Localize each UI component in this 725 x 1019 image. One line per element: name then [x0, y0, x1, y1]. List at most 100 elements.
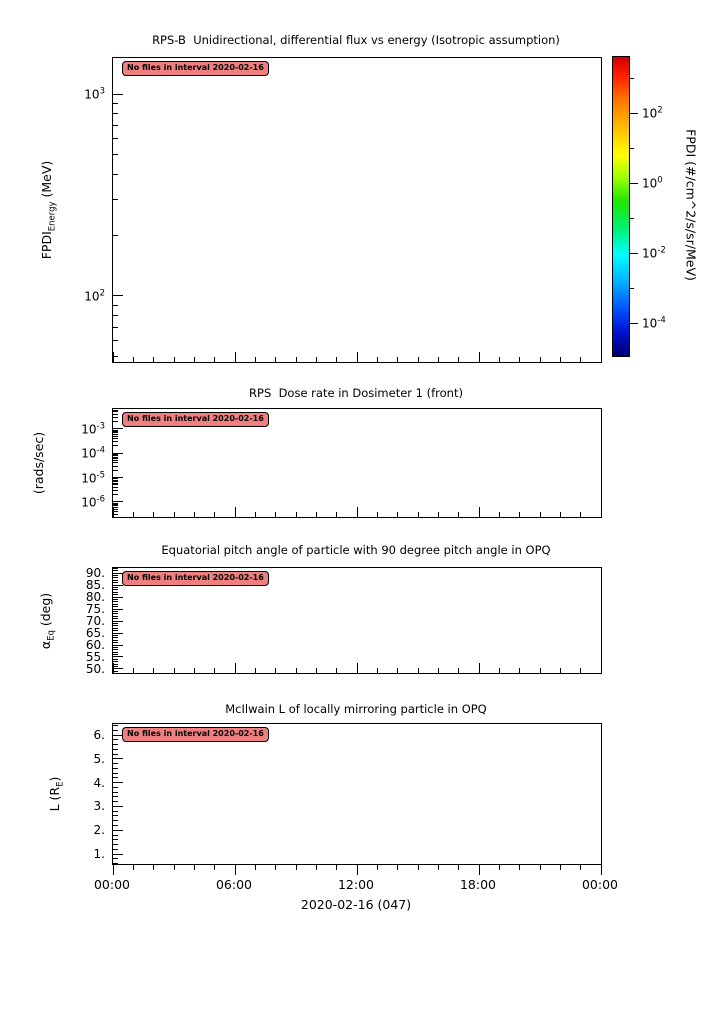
y-minor-tick	[113, 441, 118, 443]
y-minor-tick	[113, 314, 118, 316]
x-minor-tick	[580, 357, 582, 362]
y-minor-tick	[113, 763, 118, 764]
x-minor-tick	[254, 865, 256, 870]
y-minor-tick	[113, 796, 118, 798]
y-minor-tick	[113, 465, 118, 467]
y-major-tick	[113, 853, 123, 855]
x-major-tick	[234, 507, 236, 517]
x-minor-tick	[336, 357, 338, 362]
y-minor-tick	[113, 433, 118, 435]
y-minor-tick	[113, 839, 118, 841]
y-major-tick	[113, 584, 123, 586]
x-minor-tick	[417, 357, 419, 362]
colorbar-tick-label: 102	[642, 105, 663, 121]
y-tick-label: 85.	[85, 578, 105, 592]
x-minor-tick	[498, 668, 500, 673]
x-minor-tick	[458, 865, 460, 870]
x-major-tick	[112, 865, 114, 875]
x-minor-tick	[173, 668, 175, 673]
x-minor-tick	[214, 865, 216, 870]
y-minor-tick	[113, 630, 118, 632]
y-major-tick	[113, 295, 123, 297]
y-major-tick	[113, 632, 123, 634]
x-major-tick	[112, 507, 114, 517]
x-minor-tick	[295, 512, 297, 517]
y-axis-label-lshell: L (RE)	[47, 776, 66, 812]
x-minor-tick	[580, 865, 582, 870]
x-minor-tick	[214, 512, 216, 517]
y-minor-tick	[113, 458, 118, 460]
x-minor-tick	[539, 668, 541, 673]
y-major-tick	[113, 644, 123, 646]
x-minor-tick	[498, 512, 500, 517]
x-tick-label: 12:00	[337, 877, 375, 892]
y-major-tick	[113, 805, 123, 807]
x-minor-tick	[559, 512, 561, 517]
y-minor-tick	[113, 494, 118, 496]
y-minor-tick	[113, 615, 118, 617]
y-minor-tick	[113, 744, 118, 745]
y-minor-tick	[113, 622, 118, 624]
y-minor-tick	[113, 462, 118, 464]
no-data-badge: No files in interval 2020-02-16	[122, 727, 269, 742]
colorbar-major-tick	[629, 252, 638, 254]
x-major-tick	[356, 507, 358, 517]
no-data-badge: No files in interval 2020-02-16	[122, 61, 269, 76]
y-major-tick	[113, 829, 123, 831]
x-minor-tick	[437, 668, 439, 673]
y-tick-label: 3.	[93, 799, 105, 814]
y-minor-tick	[113, 661, 118, 663]
y-tick-label: 75.	[85, 602, 105, 616]
y-minor-tick	[113, 666, 118, 667]
y-minor-tick	[113, 435, 118, 437]
x-major-tick	[356, 865, 358, 875]
y-minor-tick	[113, 601, 118, 603]
x-minor-tick	[539, 357, 541, 362]
y-minor-tick	[113, 503, 118, 505]
y-tick-label: 4.	[93, 775, 105, 790]
x-minor-tick	[336, 865, 338, 870]
x-minor-tick	[519, 668, 521, 673]
x-major-tick	[478, 663, 480, 673]
colorbar-major-tick	[629, 182, 638, 184]
x-minor-tick	[132, 865, 134, 870]
y-major-tick	[113, 93, 123, 95]
x-minor-tick	[295, 357, 297, 362]
y-major-tick	[113, 620, 123, 622]
x-minor-tick	[254, 668, 256, 673]
y-minor-tick	[113, 579, 118, 581]
y-minor-tick	[113, 642, 118, 644]
x-minor-tick	[519, 512, 521, 517]
y-minor-tick	[113, 113, 118, 114]
x-minor-tick	[417, 668, 419, 673]
y-minor-tick	[113, 505, 118, 507]
x-minor-tick	[376, 668, 378, 673]
colorbar-minor-tick	[629, 287, 634, 289]
x-minor-tick	[397, 668, 399, 673]
y-minor-tick	[113, 574, 118, 576]
x-minor-tick	[132, 668, 134, 673]
y-minor-tick	[113, 432, 118, 434]
y-minor-tick	[113, 858, 118, 860]
y-minor-tick	[113, 577, 118, 579]
x-minor-tick	[153, 357, 155, 362]
y-minor-tick	[113, 421, 118, 423]
y-minor-tick	[113, 478, 118, 480]
x-tick-label: 06:00	[215, 877, 253, 892]
y-major-tick	[113, 734, 123, 736]
x-major-tick	[600, 507, 602, 517]
y-tick-label: 10-4	[81, 445, 105, 461]
y-minor-tick	[113, 486, 118, 488]
y-minor-tick	[113, 753, 118, 755]
y-minor-tick	[113, 646, 118, 648]
x-minor-tick	[173, 865, 175, 870]
x-minor-tick	[193, 865, 195, 870]
y-minor-tick	[113, 173, 118, 175]
colorbar-major-tick	[629, 112, 638, 114]
y-minor-tick	[113, 482, 118, 484]
y-minor-tick	[113, 649, 118, 651]
y-minor-tick	[113, 658, 118, 660]
y-minor-tick	[113, 639, 118, 641]
x-minor-tick	[437, 512, 439, 517]
y-minor-tick	[113, 820, 118, 822]
